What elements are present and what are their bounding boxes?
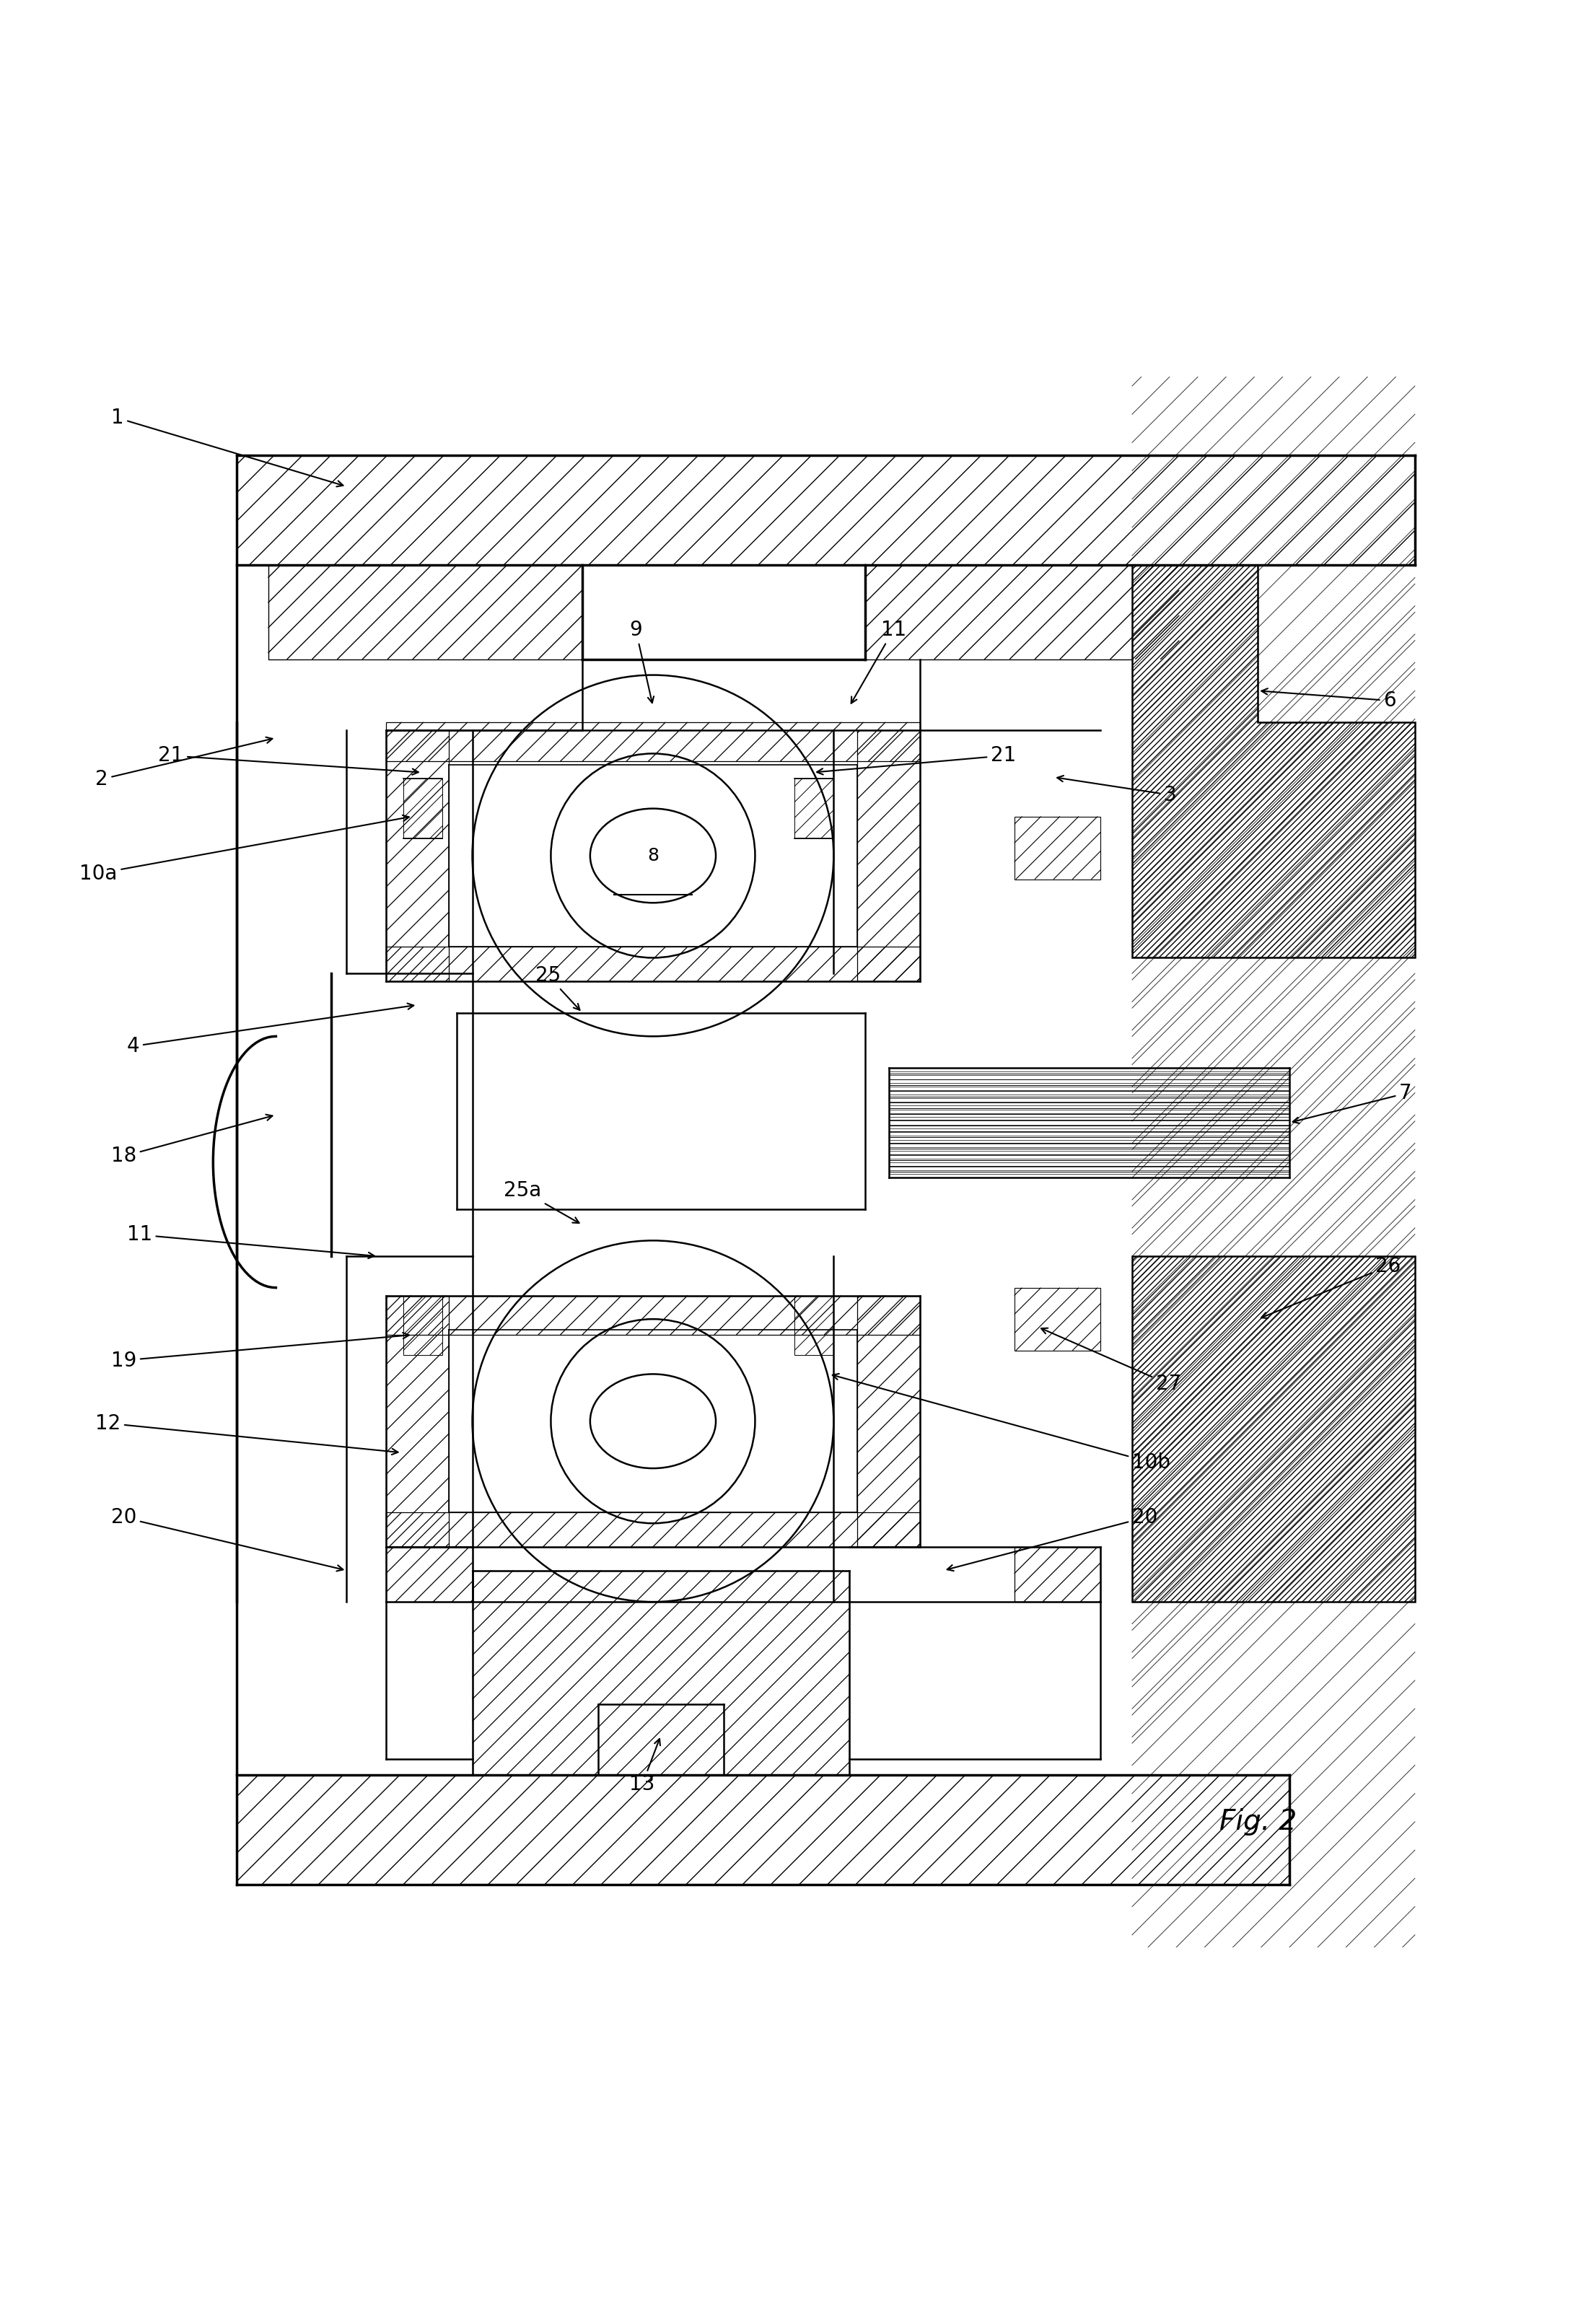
Text: Fig. 2: Fig. 2 [1219, 1808, 1296, 1836]
Bar [385, 946, 920, 981]
Bar [385, 723, 920, 762]
Text: 27: 27 [1041, 1327, 1181, 1394]
Bar [385, 1294, 920, 1334]
Bar [865, 565, 1180, 660]
Text: 9: 9 [629, 621, 654, 702]
Polygon shape [1133, 1257, 1414, 1601]
Text: 1: 1 [112, 407, 343, 486]
Text: 10b: 10b [832, 1373, 1170, 1473]
Bar [403, 1294, 442, 1355]
Bar [1015, 816, 1101, 878]
Text: 19: 19 [112, 1332, 409, 1371]
Text: 4: 4 [127, 1004, 414, 1057]
Bar [794, 1294, 834, 1355]
Bar [857, 730, 920, 981]
Text: 11: 11 [127, 1225, 374, 1257]
Bar [1015, 1548, 1101, 1601]
Text: 13: 13 [629, 1738, 661, 1794]
Bar [385, 1548, 472, 1601]
Text: 25: 25 [535, 964, 580, 1011]
Bar [794, 779, 834, 839]
Text: 18: 18 [112, 1116, 272, 1167]
Text: 21: 21 [816, 746, 1016, 774]
Text: 25a: 25a [503, 1181, 579, 1222]
Polygon shape [1133, 565, 1414, 957]
Bar [236, 1776, 1290, 1885]
Bar [267, 565, 582, 660]
Bar [403, 779, 442, 839]
Text: 10a: 10a [80, 816, 409, 883]
Text: 11: 11 [851, 621, 906, 704]
Bar [385, 1513, 920, 1548]
Bar [472, 1571, 849, 1776]
Text: 6: 6 [1262, 688, 1397, 711]
Text: 26: 26 [1262, 1255, 1402, 1318]
Bar [857, 1294, 920, 1548]
Text: 2: 2 [96, 737, 272, 790]
Text: 20: 20 [947, 1508, 1158, 1571]
Text: 3: 3 [1057, 776, 1177, 804]
Text: 20: 20 [112, 1508, 343, 1571]
Text: 21: 21 [159, 746, 418, 774]
Bar [385, 730, 448, 981]
Text: 7: 7 [1293, 1083, 1413, 1122]
Bar [236, 456, 1414, 565]
Bar [385, 1294, 448, 1548]
Bar [1015, 1287, 1101, 1350]
Text: 12: 12 [96, 1413, 398, 1455]
Text: 8: 8 [647, 846, 659, 865]
